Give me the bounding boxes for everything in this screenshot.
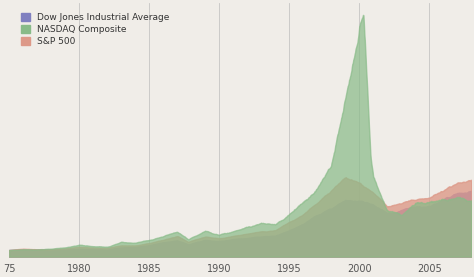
Legend: Dow Jones Industrial Average, NASDAQ Composite, S&P 500: Dow Jones Industrial Average, NASDAQ Com… — [18, 10, 172, 49]
